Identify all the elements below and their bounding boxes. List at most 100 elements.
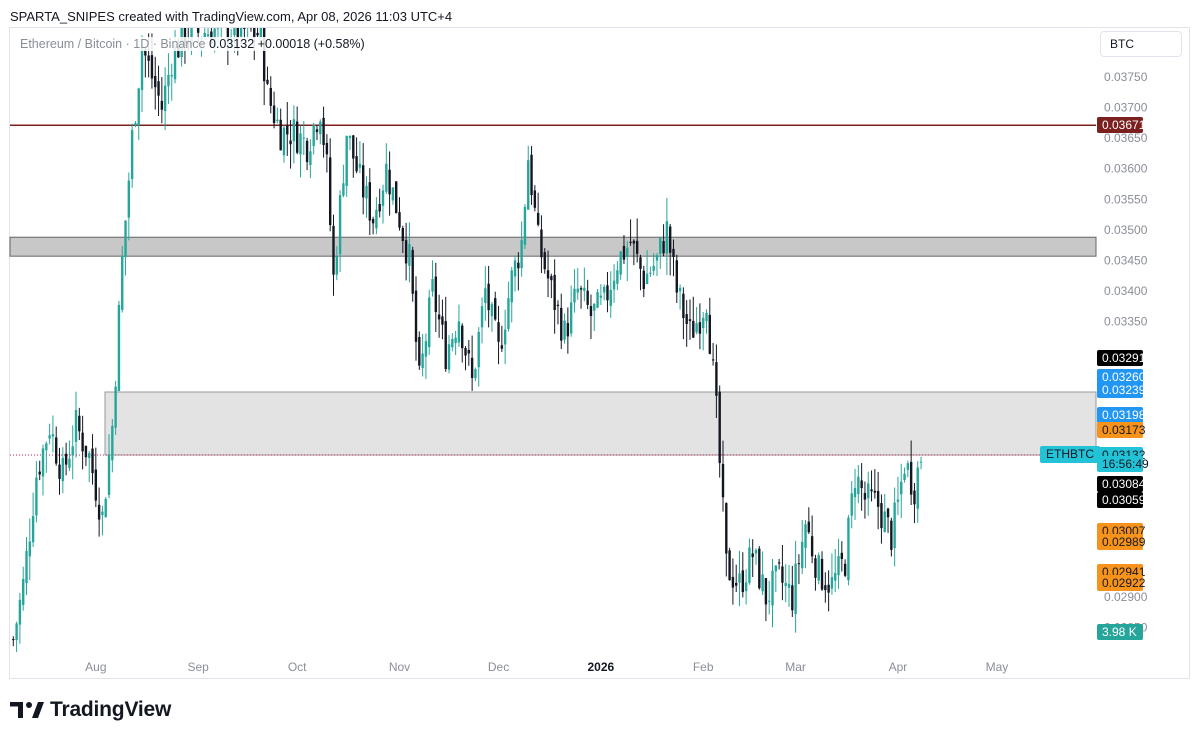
candle-body (801, 541, 804, 569)
candle-body (814, 558, 817, 578)
candle-body (381, 190, 385, 206)
candle-body (906, 463, 910, 470)
y-tick-label: 0.03550 (1104, 192, 1148, 206)
candle-body (22, 578, 25, 605)
candle-body (173, 46, 177, 80)
y-tick-label: 0.02900 (1104, 590, 1148, 604)
candle-body (239, 28, 243, 37)
price-tag: 0.02922 (1097, 575, 1145, 592)
y-tick-label: 0.03650 (1104, 131, 1148, 145)
candle-body (774, 565, 778, 572)
price-tag: 16:56:49 (1097, 456, 1149, 473)
candle-body (282, 127, 286, 156)
x-tick-label: May (986, 660, 1009, 674)
candle-body (315, 129, 319, 133)
candle-body (913, 490, 916, 505)
candle-body (536, 212, 540, 225)
candle-body (566, 323, 570, 337)
candle-body (497, 322, 500, 342)
candle-body (586, 290, 589, 305)
candle-body (335, 256, 338, 275)
chart-header-caption: SPARTA_SNIPES created with TradingView.c… (10, 9, 453, 24)
candle-body (177, 46, 180, 58)
candle-body (477, 331, 480, 368)
candle-body (358, 163, 362, 168)
candle-body (421, 353, 424, 369)
candle-body (74, 409, 78, 442)
candle-body (328, 157, 332, 226)
candle-body (424, 341, 428, 357)
candle-body (203, 32, 206, 38)
candle-body (388, 169, 391, 195)
candle-body (507, 298, 510, 330)
candle-body (870, 489, 873, 492)
candle-body (609, 289, 612, 306)
candle-body (272, 105, 276, 124)
candle-body (71, 446, 74, 456)
candle-body (220, 15, 222, 16)
candle-body (88, 453, 91, 458)
candle-body (61, 457, 65, 482)
candle-body (352, 135, 355, 159)
candle-body (494, 298, 497, 320)
candle-body (853, 488, 857, 498)
candle-body (411, 249, 414, 294)
candle-body (797, 563, 801, 565)
candle-body (253, 28, 256, 38)
candle-body (840, 552, 844, 560)
tradingview-logo-icon (10, 702, 44, 718)
candle-body (38, 471, 41, 475)
candle-body (593, 303, 596, 311)
candle-body (55, 437, 58, 464)
candle-body (754, 549, 758, 554)
candle-body (147, 55, 150, 61)
candle-body (635, 240, 639, 254)
candle-body (500, 345, 504, 349)
x-tick-label: Aug (85, 660, 106, 674)
legend-price: 0.03132 (208, 37, 255, 51)
candle-body (266, 79, 269, 84)
candle-body (84, 445, 88, 458)
x-tick-label: Mar (785, 660, 806, 674)
candle-body (342, 183, 345, 196)
candle-body (619, 251, 622, 275)
candle-body (758, 548, 761, 589)
candle-body (325, 142, 329, 155)
candle-body (530, 154, 533, 196)
candle-body (68, 458, 71, 468)
candle-body (695, 323, 698, 333)
candle-body (705, 312, 708, 322)
candle-body (718, 391, 721, 464)
candle-body (622, 245, 626, 260)
currency-selector[interactable]: BTC (1100, 31, 1182, 57)
candle-body (447, 344, 451, 370)
candle-body (748, 547, 751, 583)
candle-body (305, 140, 309, 163)
candle-body (847, 517, 850, 581)
candle-body (876, 490, 880, 507)
candle-body (873, 490, 877, 493)
candle-body (279, 119, 282, 151)
candle-body (236, 28, 239, 39)
candle-body (490, 304, 494, 317)
candle-body (256, 32, 259, 36)
candle-body (919, 461, 923, 463)
upper-zone (9, 236, 1097, 257)
candle-body (761, 574, 764, 592)
x-tick-label: Feb (693, 660, 714, 674)
candle-body (794, 563, 797, 615)
candle-body (48, 435, 51, 439)
x-tick-label: Apr (889, 660, 908, 674)
candle-body (144, 49, 147, 56)
candle-body (857, 476, 860, 495)
candle-body (395, 181, 398, 213)
candle-body (672, 248, 675, 257)
candle-body (880, 503, 883, 529)
candle-body (569, 302, 573, 334)
candle-body (692, 320, 695, 338)
candle-body (97, 504, 101, 520)
candle-body (355, 156, 358, 172)
candle-body (111, 425, 114, 461)
candle-body (576, 288, 579, 293)
